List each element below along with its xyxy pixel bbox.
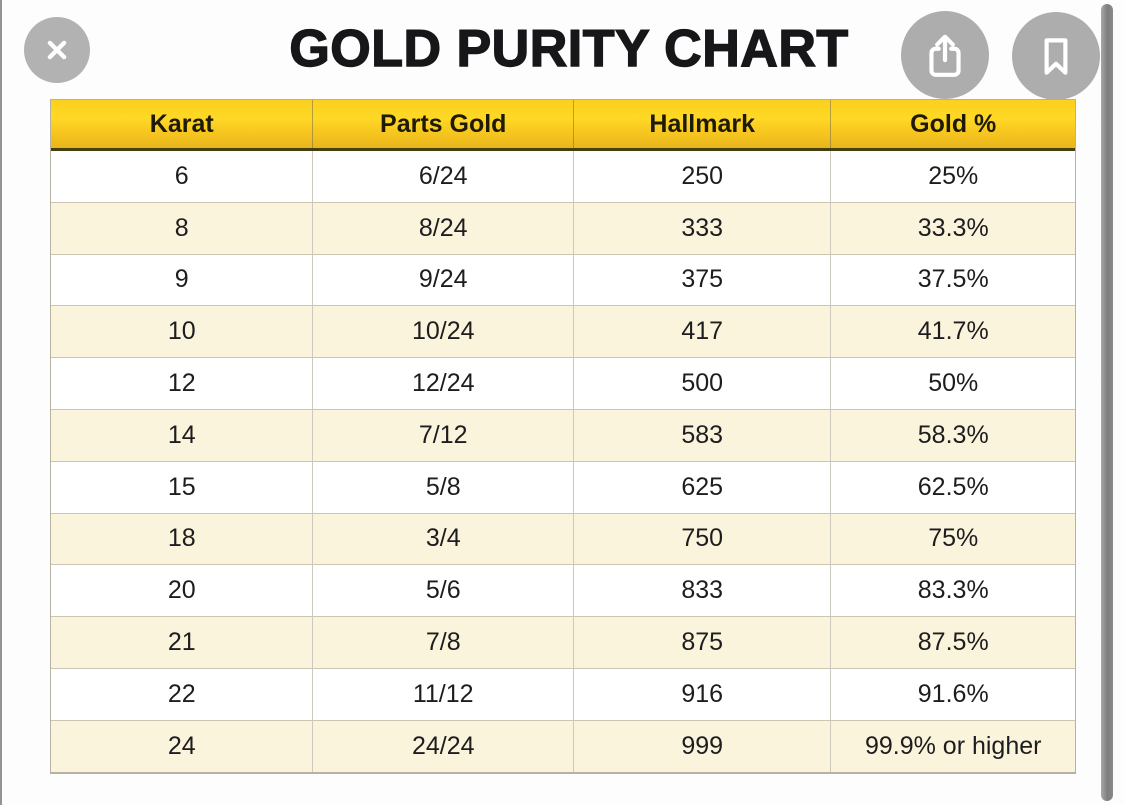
table-cell: 9 bbox=[174, 265, 189, 294]
table-row: 21 7/8 875 87.5% bbox=[51, 617, 1075, 669]
table-cell: 833 bbox=[572, 565, 831, 617]
table-cell: 916 bbox=[572, 668, 831, 720]
table-row: 10 10/24 417 41.7% bbox=[51, 306, 1075, 359]
table-cell: 8/24 bbox=[312, 202, 572, 254]
table-cell: 14 bbox=[167, 420, 196, 449]
table-cell: 41.7% bbox=[830, 306, 1075, 358]
table-cell: 87.5% bbox=[830, 617, 1075, 668]
table-header-row: Karat Parts Gold Hallmark Gold % bbox=[51, 100, 1075, 151]
table-row: 9 9/24 375 37.5% bbox=[51, 254, 1075, 307]
table-row: 20 5/6 833 83.3% bbox=[51, 565, 1075, 618]
table-cell: 20 bbox=[167, 576, 196, 605]
table-row: 18 3/4 750 75% bbox=[51, 513, 1075, 566]
table-body: 6 6/24 250 25% 8 8/24 333 33.3% 9 9/24 375 37.5% 10 1… bbox=[51, 151, 1075, 773]
table-cell: 999 bbox=[572, 720, 831, 772]
page-title: GOLD PURITY CHART bbox=[289, 19, 849, 78]
table-cell: 25% bbox=[830, 151, 1075, 202]
table-cell: 99.9% or higher bbox=[830, 720, 1075, 772]
table-cell: 10/24 bbox=[312, 306, 572, 358]
table-cell: 22 bbox=[167, 679, 196, 708]
table-cell: 625 bbox=[572, 461, 831, 513]
table-cell: 7/8 bbox=[312, 617, 572, 668]
table-cell: 500 bbox=[572, 358, 831, 409]
table-cell: 15 bbox=[167, 472, 196, 501]
share-button[interactable] bbox=[901, 11, 989, 99]
table-cell: 5/6 bbox=[312, 565, 572, 617]
close-icon bbox=[38, 31, 76, 69]
table-cell: 18 bbox=[167, 524, 196, 553]
table-row: 15 5/8 625 62.5% bbox=[51, 461, 1075, 514]
table-cell: 83.3% bbox=[830, 565, 1075, 617]
gold-purity-table: Karat Parts Gold Hallmark Gold % 6 6/24 250 25… bbox=[50, 99, 1076, 774]
table-cell: 7/12 bbox=[312, 409, 572, 461]
table-cell: 91.6% bbox=[830, 668, 1075, 720]
table-cell: 33.3% bbox=[830, 202, 1075, 254]
table-cell: 11/12 bbox=[312, 668, 572, 720]
column-header: Gold % bbox=[830, 100, 1075, 148]
table-row: 22 11/12 916 91.6% bbox=[51, 668, 1075, 721]
left-edge-line bbox=[0, 0, 2, 805]
table-cell: 6 bbox=[174, 161, 189, 190]
table-cell: 8 bbox=[174, 213, 189, 242]
table-row: 14 7/12 583 58.3% bbox=[51, 409, 1075, 462]
bookmark-icon bbox=[1031, 31, 1081, 81]
table-cell: 5/8 bbox=[312, 461, 572, 513]
table-row: 24 24/24 999 99.9% or higher bbox=[51, 720, 1075, 773]
table-cell: 24 bbox=[167, 731, 196, 760]
table-cell: 333 bbox=[572, 202, 831, 254]
vertical-scrollbar[interactable] bbox=[1101, 4, 1113, 801]
table-cell: 375 bbox=[572, 254, 831, 306]
close-button[interactable] bbox=[24, 17, 90, 83]
table-cell: 21 bbox=[167, 628, 196, 657]
share-icon bbox=[920, 30, 970, 80]
column-header: Karat bbox=[149, 109, 214, 138]
table-row: 6 6/24 250 25% bbox=[51, 151, 1075, 203]
table-cell: 58.3% bbox=[830, 409, 1075, 461]
table-cell: 6/24 bbox=[312, 151, 572, 202]
table-cell: 10 bbox=[167, 317, 196, 346]
bookmark-button[interactable] bbox=[1012, 12, 1100, 100]
table-row: 12 12/24 500 50% bbox=[51, 358, 1075, 410]
column-header: Hallmark bbox=[572, 100, 831, 148]
table-cell: 250 bbox=[572, 151, 831, 202]
column-header: Parts Gold bbox=[312, 100, 572, 148]
table-cell: 12 bbox=[167, 369, 196, 398]
table-cell: 3/4 bbox=[312, 513, 572, 565]
table-cell: 75% bbox=[830, 513, 1075, 565]
table-cell: 9/24 bbox=[312, 254, 572, 306]
table-cell: 875 bbox=[572, 617, 831, 668]
table-cell: 417 bbox=[572, 306, 831, 358]
table-cell: 37.5% bbox=[830, 254, 1075, 306]
table-cell: 750 bbox=[572, 513, 831, 565]
table-cell: 62.5% bbox=[830, 461, 1075, 513]
table-cell: 50% bbox=[830, 358, 1075, 409]
table-row: 8 8/24 333 33.3% bbox=[51, 202, 1075, 255]
table-cell: 24/24 bbox=[312, 720, 572, 772]
table-cell: 583 bbox=[572, 409, 831, 461]
table-cell: 12/24 bbox=[312, 358, 572, 409]
